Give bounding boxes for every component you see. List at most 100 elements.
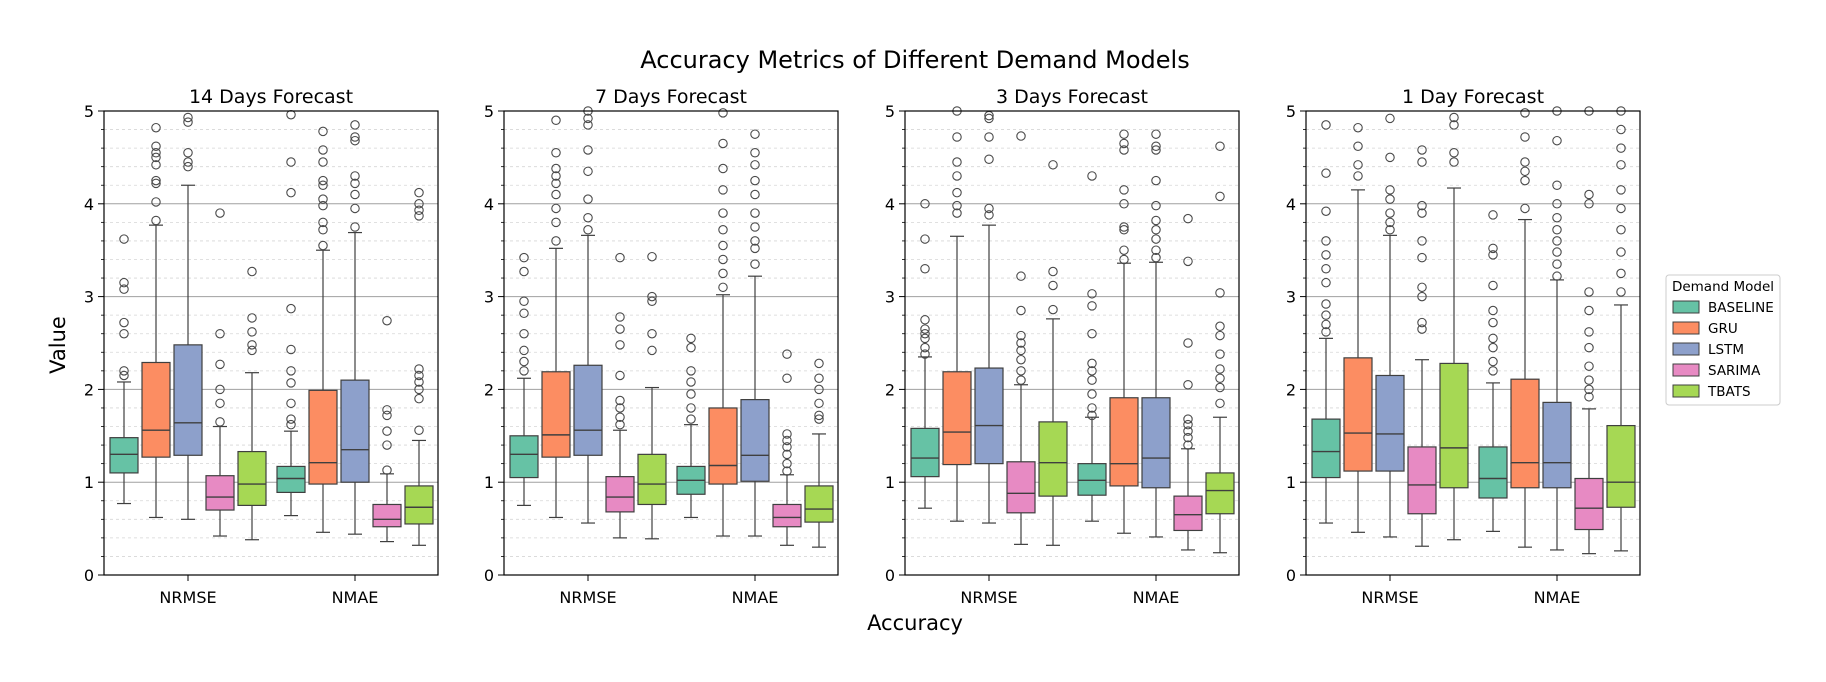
outlier-point (782, 466, 792, 476)
box-iqr (637, 453, 667, 506)
outlier-point (519, 345, 529, 356)
box-iqr (173, 344, 203, 456)
outlier-point (1584, 384, 1594, 395)
outlier-point (1584, 342, 1594, 353)
outlier-point (583, 166, 593, 177)
outlier-point (718, 208, 728, 218)
box-iqr (1375, 374, 1405, 472)
legend-entry-sarima: SARIMA (1672, 363, 1761, 379)
legend-entry-lstm: LSTM (1672, 342, 1744, 358)
box-iqr (541, 371, 571, 458)
box-iqr (1439, 362, 1469, 489)
outlier-point (1016, 375, 1026, 385)
box-iqr (372, 503, 402, 528)
legend-label: BASELINE (1708, 300, 1774, 316)
outlier-point (1353, 160, 1363, 170)
outlier-point (952, 157, 962, 167)
outlier-point (615, 395, 625, 406)
box-tbats-nrmse (1439, 112, 1469, 541)
outlier-point (414, 370, 424, 381)
y-tick-label: 5 (1286, 102, 1296, 121)
axes-frame (1305, 110, 1641, 576)
x-tick-label: NRMSE (960, 588, 1017, 607)
y-tick-label: 4 (484, 195, 494, 214)
outlier-point (1151, 234, 1161, 244)
outlier-point (1087, 358, 1097, 369)
box-gru-nrmse (541, 115, 571, 519)
outlier-point (151, 178, 161, 189)
box-iqr (141, 361, 171, 458)
outlier-point (1449, 112, 1459, 123)
y-tick-label: 3 (1286, 288, 1296, 307)
outlier-point (984, 210, 994, 220)
outlier-point (718, 108, 728, 118)
outlier-point (1016, 338, 1026, 348)
outlier-point (814, 410, 824, 421)
outlier-point (1488, 243, 1498, 254)
outlier-point (1417, 236, 1427, 246)
outlier-point (183, 148, 193, 158)
outlier-point (1385, 217, 1395, 228)
outlier-point (782, 349, 792, 359)
outlier-point (984, 132, 994, 142)
outlier-point (247, 345, 257, 356)
legend-swatch (1672, 321, 1700, 335)
outlier-point (1552, 225, 1562, 235)
outlier-point (718, 163, 728, 174)
y-tick-label: 3 (885, 288, 895, 307)
box-lstm-nrmse (573, 106, 603, 524)
outlier-point (1488, 250, 1498, 260)
box-baseline-nmae (1077, 171, 1107, 522)
outlier-point (1385, 152, 1395, 163)
outlier-point (1552, 259, 1562, 269)
outlier-point (1215, 191, 1225, 202)
outlier-point (551, 236, 561, 246)
outlier-point (551, 148, 561, 158)
outlier-point (920, 324, 930, 334)
outlier-point (318, 194, 328, 204)
legend-swatch (1672, 300, 1700, 314)
outlier-point (1048, 304, 1058, 315)
x-tick-label: NMAE (1534, 588, 1581, 607)
outlier-point (1321, 120, 1331, 130)
y-tick-label: 2 (484, 380, 494, 399)
outlier-point (1151, 129, 1161, 139)
box-sarima-nrmse (1006, 131, 1036, 545)
outlier-point (414, 425, 424, 435)
box-iqr (1141, 397, 1171, 489)
box-iqr (509, 435, 539, 479)
outlier-point (1016, 131, 1026, 141)
outlier-point (1321, 264, 1331, 274)
box-gru-nrmse (1343, 122, 1373, 533)
outlier-point (414, 393, 424, 404)
outlier-point (1616, 160, 1626, 170)
outlier-point (920, 199, 930, 209)
outlier-point (814, 398, 824, 409)
outlier-point (551, 163, 561, 174)
outlier-point (1215, 288, 1225, 298)
outlier-point (920, 328, 930, 339)
outlier-point (1321, 236, 1331, 246)
outlier-point (350, 135, 360, 146)
box-baseline-nmae (276, 109, 306, 517)
box-tbats-nmae (1606, 106, 1636, 552)
outlier-point (1552, 180, 1562, 190)
y-tick-label: 2 (1286, 380, 1296, 399)
outlier-point (1616, 124, 1626, 135)
outlier-point (750, 175, 760, 186)
outlier-point (1584, 361, 1594, 371)
box-baseline-nrmse (1311, 120, 1341, 524)
outlier-point (984, 154, 994, 165)
outlier-point (814, 414, 824, 424)
box-iqr (942, 371, 972, 466)
box-iqr (1606, 424, 1636, 508)
outlier-point (1385, 208, 1395, 218)
outlier-point (1119, 185, 1129, 195)
outlier-point (1215, 398, 1225, 409)
outlier-point (551, 178, 561, 189)
box-iqr (1574, 477, 1604, 531)
y-tick-label: 4 (84, 195, 94, 214)
outlier-point (215, 398, 225, 409)
box-gru-nmae (708, 108, 738, 537)
